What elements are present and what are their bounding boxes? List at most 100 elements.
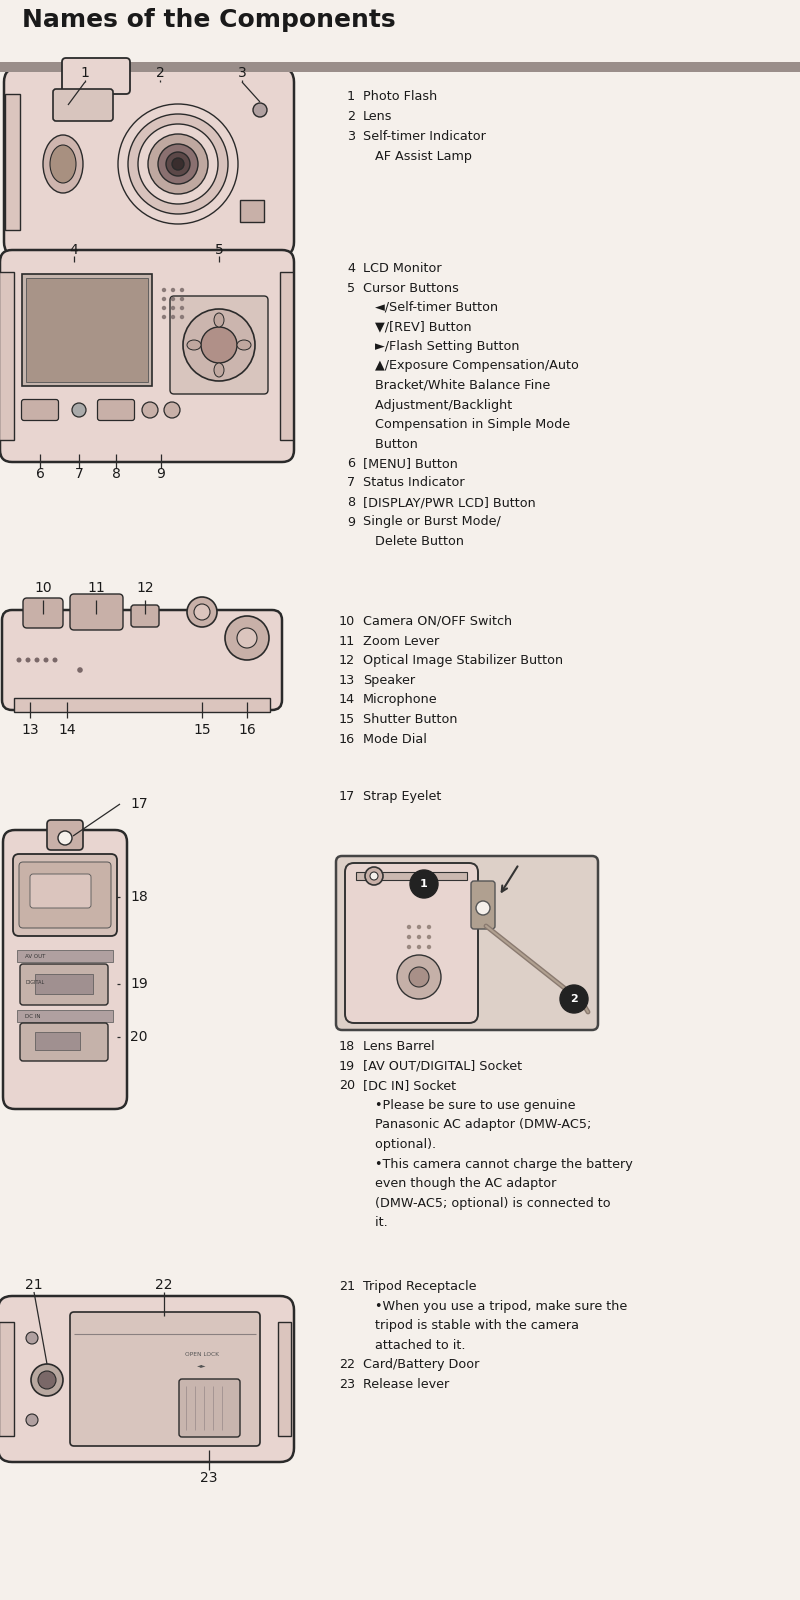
Text: Strap Eyelet: Strap Eyelet: [363, 790, 442, 803]
Ellipse shape: [187, 341, 201, 350]
Text: 22: 22: [339, 1358, 355, 1371]
Text: AF Assist Lamp: AF Assist Lamp: [363, 150, 472, 163]
Circle shape: [397, 955, 441, 998]
Circle shape: [128, 114, 228, 214]
Text: 17: 17: [130, 797, 148, 811]
Text: even though the AC adaptor: even though the AC adaptor: [363, 1178, 556, 1190]
Text: Photo Flash: Photo Flash: [363, 90, 438, 102]
Text: 12: 12: [339, 654, 355, 667]
Circle shape: [172, 158, 184, 170]
FancyBboxPatch shape: [53, 90, 113, 122]
FancyBboxPatch shape: [22, 400, 58, 421]
Circle shape: [34, 658, 39, 662]
Text: Status Indicator: Status Indicator: [363, 477, 465, 490]
Circle shape: [427, 944, 431, 949]
Bar: [0, 62, 800, 72]
Text: Bracket/White Balance Fine: Bracket/White Balance Fine: [363, 379, 550, 392]
Text: •Please be sure to use genuine: •Please be sure to use genuine: [363, 1099, 575, 1112]
Bar: [22, 274, 152, 386]
Text: Microphone: Microphone: [363, 693, 438, 707]
Text: Speaker: Speaker: [363, 674, 415, 686]
Text: 4: 4: [347, 262, 355, 275]
Circle shape: [118, 104, 238, 224]
Circle shape: [26, 1331, 38, 1344]
Circle shape: [180, 306, 184, 310]
Text: 14: 14: [58, 723, 76, 738]
Text: Delete Button: Delete Button: [363, 534, 464, 547]
Circle shape: [180, 315, 184, 320]
FancyBboxPatch shape: [2, 610, 282, 710]
FancyBboxPatch shape: [70, 1312, 260, 1446]
Circle shape: [237, 627, 257, 648]
Text: 2: 2: [156, 66, 164, 80]
FancyBboxPatch shape: [70, 594, 123, 630]
Circle shape: [180, 298, 184, 301]
Bar: [14, 698, 270, 712]
Text: 12: 12: [136, 581, 154, 595]
Text: DC IN: DC IN: [25, 1013, 41, 1019]
Circle shape: [171, 306, 175, 310]
Text: 15: 15: [338, 714, 355, 726]
FancyBboxPatch shape: [62, 58, 130, 94]
Bar: [0, 272, 14, 440]
Circle shape: [148, 134, 208, 194]
Circle shape: [194, 603, 210, 619]
Circle shape: [166, 152, 190, 176]
Text: Lens: Lens: [363, 110, 393, 123]
Circle shape: [162, 288, 166, 293]
Circle shape: [183, 309, 255, 381]
Text: 9: 9: [347, 515, 355, 528]
Text: Names of the Components: Names of the Components: [22, 8, 396, 32]
Text: Lens Barrel: Lens Barrel: [363, 1040, 434, 1053]
Circle shape: [43, 658, 49, 662]
Text: [DC IN] Socket: [DC IN] Socket: [363, 1078, 456, 1093]
Text: 20: 20: [130, 1030, 147, 1043]
Circle shape: [31, 1363, 63, 1395]
Circle shape: [427, 925, 431, 930]
Text: 1: 1: [420, 878, 428, 890]
Circle shape: [253, 102, 267, 117]
Circle shape: [365, 867, 383, 885]
Circle shape: [560, 986, 588, 1013]
Circle shape: [225, 616, 269, 659]
Text: 2: 2: [570, 994, 578, 1005]
Text: 16: 16: [238, 723, 256, 738]
FancyBboxPatch shape: [30, 874, 91, 909]
Text: 14: 14: [339, 693, 355, 707]
Circle shape: [17, 658, 22, 662]
Text: LCD Monitor: LCD Monitor: [363, 262, 442, 275]
Text: 7: 7: [74, 467, 83, 482]
Text: 13: 13: [338, 674, 355, 686]
FancyBboxPatch shape: [336, 856, 598, 1030]
Circle shape: [26, 1414, 38, 1426]
FancyBboxPatch shape: [179, 1379, 240, 1437]
Text: Panasonic AC adaptor (DMW-AC5;: Panasonic AC adaptor (DMW-AC5;: [363, 1118, 591, 1131]
Circle shape: [171, 288, 175, 293]
Ellipse shape: [237, 341, 251, 350]
Circle shape: [410, 870, 438, 898]
Circle shape: [407, 934, 411, 939]
Text: 1: 1: [81, 66, 90, 80]
FancyBboxPatch shape: [47, 821, 83, 850]
Text: ▼/[REV] Button: ▼/[REV] Button: [363, 320, 472, 333]
Text: Release lever: Release lever: [363, 1378, 450, 1390]
Text: ▲/Exposure Compensation/Auto: ▲/Exposure Compensation/Auto: [363, 360, 579, 373]
Text: it.: it.: [363, 1216, 388, 1229]
Text: Shutter Button: Shutter Button: [363, 714, 458, 726]
Circle shape: [142, 402, 158, 418]
Text: 11: 11: [338, 635, 355, 648]
Bar: [5, 94, 20, 230]
Text: 6: 6: [35, 467, 45, 482]
Text: 15: 15: [193, 723, 211, 738]
Circle shape: [162, 315, 166, 320]
Bar: [0, 1322, 14, 1437]
Text: Cursor Buttons: Cursor Buttons: [363, 282, 459, 294]
FancyBboxPatch shape: [23, 598, 63, 627]
Text: 19: 19: [130, 978, 148, 990]
FancyBboxPatch shape: [3, 830, 127, 1109]
Text: 20: 20: [339, 1078, 355, 1093]
Text: 10: 10: [338, 614, 355, 627]
Text: DIGITAL: DIGITAL: [25, 979, 44, 984]
Bar: [240, 200, 264, 222]
Bar: [17, 950, 113, 962]
